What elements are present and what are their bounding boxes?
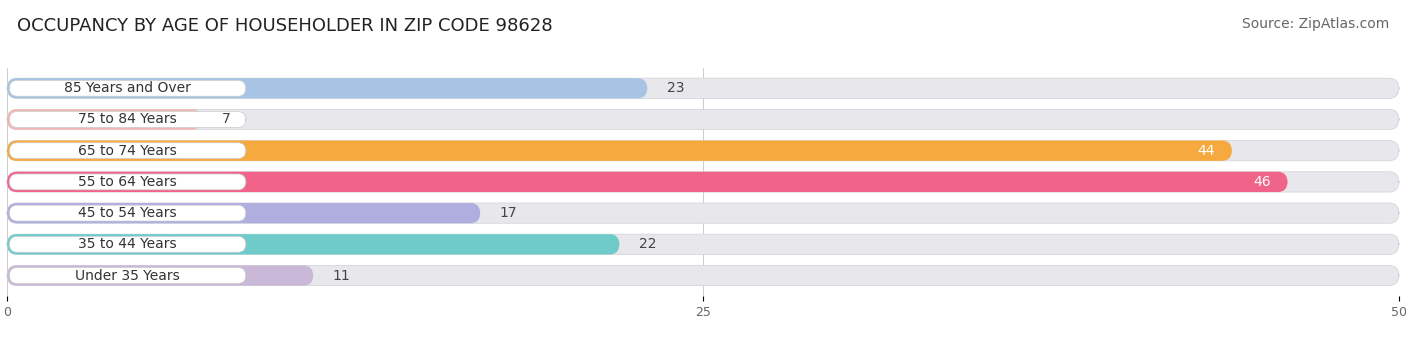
FancyBboxPatch shape xyxy=(7,172,1288,192)
FancyBboxPatch shape xyxy=(7,234,620,254)
Text: 17: 17 xyxy=(499,206,517,220)
Text: 35 to 44 Years: 35 to 44 Years xyxy=(79,237,177,251)
FancyBboxPatch shape xyxy=(7,172,1399,192)
FancyBboxPatch shape xyxy=(10,80,246,96)
FancyBboxPatch shape xyxy=(7,203,481,223)
Text: 45 to 54 Years: 45 to 54 Years xyxy=(79,206,177,220)
FancyBboxPatch shape xyxy=(7,109,1399,130)
FancyBboxPatch shape xyxy=(7,78,647,98)
Text: 11: 11 xyxy=(333,269,350,283)
Text: 23: 23 xyxy=(666,81,685,95)
Text: 22: 22 xyxy=(638,237,657,251)
FancyBboxPatch shape xyxy=(7,140,1232,161)
Text: OCCUPANCY BY AGE OF HOUSEHOLDER IN ZIP CODE 98628: OCCUPANCY BY AGE OF HOUSEHOLDER IN ZIP C… xyxy=(17,17,553,35)
Text: Under 35 Years: Under 35 Years xyxy=(75,269,180,283)
FancyBboxPatch shape xyxy=(10,174,246,190)
FancyBboxPatch shape xyxy=(10,112,246,128)
FancyBboxPatch shape xyxy=(7,234,1399,254)
Text: 65 to 74 Years: 65 to 74 Years xyxy=(79,144,177,158)
Text: 46: 46 xyxy=(1253,175,1271,189)
FancyBboxPatch shape xyxy=(10,205,246,221)
FancyBboxPatch shape xyxy=(7,266,314,286)
Text: Source: ZipAtlas.com: Source: ZipAtlas.com xyxy=(1241,17,1389,31)
Text: 7: 7 xyxy=(221,113,231,126)
FancyBboxPatch shape xyxy=(10,268,246,284)
Text: 55 to 64 Years: 55 to 64 Years xyxy=(79,175,177,189)
FancyBboxPatch shape xyxy=(7,203,1399,223)
FancyBboxPatch shape xyxy=(7,109,202,130)
FancyBboxPatch shape xyxy=(10,236,246,252)
Text: 85 Years and Over: 85 Years and Over xyxy=(65,81,191,95)
FancyBboxPatch shape xyxy=(7,140,1399,161)
FancyBboxPatch shape xyxy=(7,78,1399,98)
Text: 75 to 84 Years: 75 to 84 Years xyxy=(79,113,177,126)
FancyBboxPatch shape xyxy=(7,266,1399,286)
FancyBboxPatch shape xyxy=(10,143,246,158)
Text: 44: 44 xyxy=(1198,144,1215,158)
